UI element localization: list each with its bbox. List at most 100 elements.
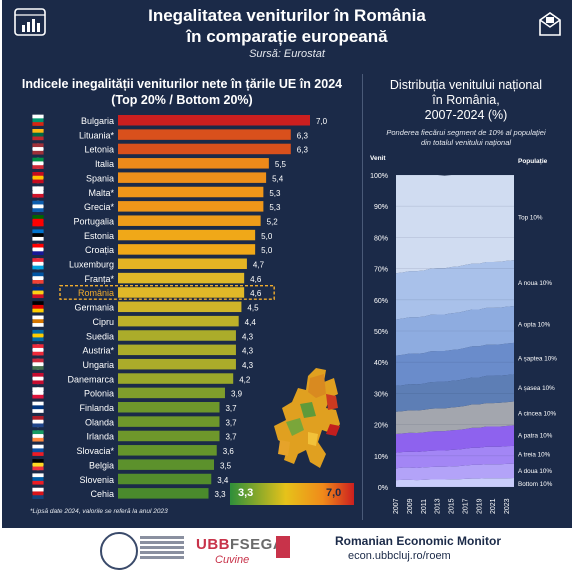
- flag-icon-band-bottom: [32, 480, 44, 485]
- flag-icon-band-bottom: [32, 150, 44, 155]
- flag-icon: [32, 444, 44, 456]
- value-label: 6,3: [297, 146, 309, 155]
- value-label: 4,3: [242, 332, 254, 341]
- flag-icon-band-bottom: [32, 251, 44, 255]
- y-tick-label: 0%: [378, 485, 388, 492]
- flag-icon: [32, 229, 44, 241]
- source-label: Sursă: Eurostat: [249, 48, 325, 60]
- flag-icon-band-bottom: [32, 122, 44, 126]
- color-scale-legend: [230, 483, 354, 505]
- x-tick-label: 2017: [462, 498, 469, 514]
- flag-icon: [32, 487, 44, 499]
- fsega-text: FSEGA: [230, 536, 285, 553]
- flag-icon-band-bottom: [32, 294, 44, 299]
- category-label: România: [78, 288, 114, 298]
- area-series: [396, 374, 514, 412]
- chart-icon: [14, 8, 46, 36]
- flag-icon: [32, 129, 44, 141]
- flag-icon-band-bottom: [32, 423, 44, 428]
- value-label: 4,2: [239, 375, 251, 384]
- populatie-column-label: Populație: [518, 158, 548, 165]
- bar: [118, 172, 267, 183]
- flag-icon-band-top: [32, 272, 44, 277]
- footnote: *Lipsă date 2024, valorile se referă la …: [30, 508, 168, 515]
- y-tick-label: 20%: [374, 423, 388, 430]
- value-label: 4,4: [245, 318, 257, 327]
- y-tick-label: 100%: [370, 173, 388, 180]
- series-label: Top 10%: [518, 215, 543, 222]
- flag-icon: [32, 200, 44, 212]
- flag-icon-band-bottom: [32, 193, 44, 198]
- flag-icon-band-bottom: [32, 265, 44, 270]
- value-label: 5,0: [261, 246, 273, 255]
- area-series: [396, 463, 514, 481]
- right-chart-subtitle-line1: Ponderea fiecărui segment de 10% al popu…: [386, 128, 546, 137]
- area-series: [396, 175, 514, 274]
- y-tick-label: 30%: [374, 391, 388, 398]
- org-url[interactable]: econ.ubbcluj.ro/roem: [348, 550, 451, 562]
- value-label: 4,6: [250, 289, 262, 298]
- category-label: Polonia: [84, 389, 114, 399]
- flag-icon-band-bottom: [32, 222, 44, 227]
- bar: [118, 258, 247, 269]
- value-label: 3,7: [225, 418, 237, 427]
- area-series: [396, 260, 514, 320]
- flag-icon-band-top: [32, 358, 44, 363]
- category-label: Belgia: [89, 460, 114, 470]
- fsega-badge-icon: [276, 536, 290, 558]
- category-label: Cipru: [92, 317, 114, 327]
- bar: [118, 445, 217, 456]
- series-label: A șasea 10%: [518, 385, 555, 392]
- value-label: 4,6: [250, 275, 262, 284]
- bar: [118, 229, 256, 241]
- bar: [118, 215, 261, 226]
- flag-icon-band-top: [32, 387, 44, 391]
- bar: [118, 373, 234, 384]
- area-series: [396, 306, 514, 356]
- value-label: 3,7: [225, 404, 237, 413]
- flag-icon-band-bottom: [32, 466, 44, 471]
- bar: [118, 344, 236, 356]
- footer: UBBFSEGA Cuvine Romanian Economic Monito…: [0, 528, 574, 571]
- signature-logo: Cuvine: [215, 554, 250, 566]
- flag-icon-band-top: [32, 143, 44, 148]
- category-label: Portugalia: [73, 216, 114, 226]
- flag-icon-band-top: [32, 372, 44, 377]
- bar: [118, 330, 236, 341]
- flag-icon-band-bottom: [32, 236, 44, 241]
- category-label: Luxemburg: [69, 260, 114, 270]
- bar: [118, 287, 245, 298]
- flag-icon-band-top: [32, 114, 44, 119]
- flag-icon-band-top: [32, 487, 44, 492]
- flag-icon-band-bottom: [32, 308, 44, 313]
- y-tick-label: 10%: [374, 454, 388, 461]
- bar: [118, 416, 220, 427]
- flag-icon-band-top: [32, 459, 44, 463]
- flag-icon: [32, 344, 44, 356]
- flag-icon: [32, 258, 44, 270]
- category-label: Malta*: [88, 188, 114, 198]
- flag-icon-band-bottom: [32, 323, 44, 327]
- flag-icon: [32, 387, 44, 399]
- bar: [118, 115, 310, 126]
- flag-icon: [32, 143, 44, 155]
- bar: [118, 430, 220, 442]
- series-label: A cincea 10%: [518, 410, 557, 417]
- area-series: [396, 401, 514, 434]
- flag-icon: [32, 358, 44, 370]
- category-label: Germania: [74, 303, 114, 313]
- flag-icon: [32, 315, 44, 327]
- value-label: 5,3: [269, 203, 281, 212]
- series-label: A șaptea 10%: [518, 356, 557, 363]
- x-tick-label: 2007: [393, 498, 400, 514]
- flag-icon-band-top: [32, 186, 44, 191]
- flag-icon-band-bottom: [32, 165, 44, 169]
- bar: [118, 358, 236, 370]
- flag-icon-band-top: [32, 258, 44, 262]
- category-label: Estonia: [84, 231, 114, 241]
- flag-icon-band-bottom: [32, 208, 44, 212]
- flag-icon-band-bottom: [32, 136, 44, 141]
- category-label: Danemarca: [67, 374, 114, 384]
- x-tick-label: 2011: [421, 499, 428, 514]
- bar: [118, 488, 209, 499]
